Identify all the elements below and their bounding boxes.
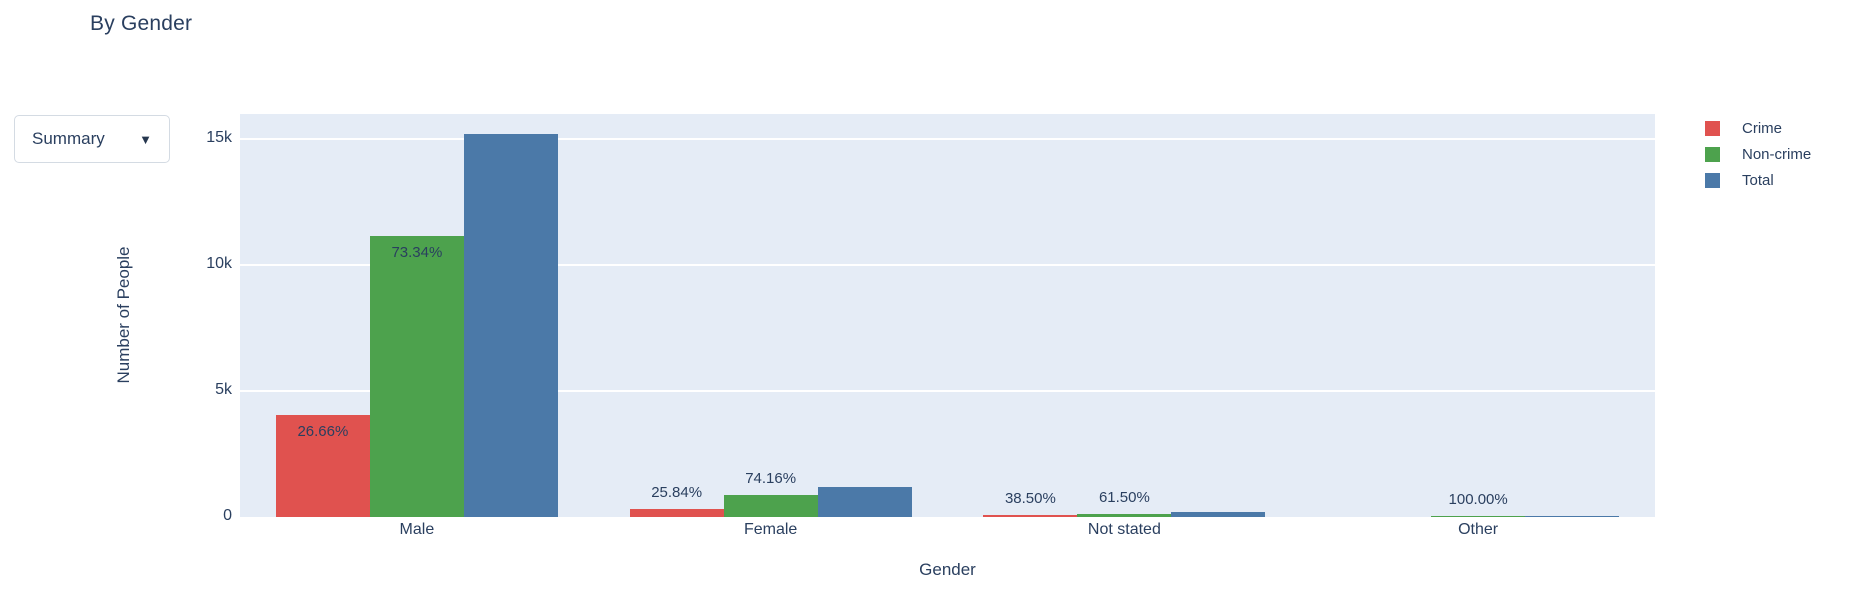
gridline-10k	[240, 264, 1655, 267]
bar-crime-male[interactable]	[275, 414, 370, 517]
x-tick-female: Female	[743, 521, 798, 538]
legend-label-crime: Crime	[1742, 120, 1782, 137]
bar-total-female[interactable]	[817, 486, 912, 517]
legend-item-total[interactable]: Total	[1705, 172, 1811, 189]
bar-non-crime-female[interactable]	[723, 494, 818, 517]
y-tick-10k: 10k	[206, 255, 232, 273]
chevron-down-icon: ▼	[139, 131, 152, 147]
bar-value-label-non-crime-not-stated: 61.50%	[1098, 488, 1150, 506]
legend-label-total: Total	[1742, 172, 1774, 189]
legend-swatch-total	[1705, 173, 1720, 188]
bar-total-other[interactable]	[1525, 516, 1620, 517]
y-tick-0: 0	[223, 507, 232, 524]
x-axis-title: Gender	[919, 560, 976, 579]
bar-value-label-crime-not-stated: 38.50%	[1004, 490, 1056, 508]
chart-title: By Gender	[90, 12, 193, 35]
legend-label-non-crime: Non-crime	[1742, 146, 1812, 163]
bar-crime-not-stated[interactable]	[983, 515, 1078, 517]
bar-crime-female[interactable]	[629, 509, 724, 517]
bar-value-label-crime-female: 25.84%	[651, 484, 703, 502]
bar-non-crime-male[interactable]	[369, 236, 464, 517]
x-tick-other: Other	[1458, 521, 1499, 538]
plot-area	[240, 114, 1655, 517]
bar-non-crime-not-stated[interactable]	[1077, 513, 1172, 517]
bar-total-male[interactable]	[463, 134, 558, 517]
bar-value-label-non-crime-male: 73.34%	[391, 244, 443, 262]
gridline-5k	[240, 390, 1655, 393]
legend-item-crime[interactable]: Crime	[1705, 120, 1811, 137]
legend-swatch-non-crime	[1705, 147, 1720, 162]
legend: Crime Non-crime Total	[1705, 120, 1811, 198]
bar-value-label-non-crime-other: 100.00%	[1448, 491, 1508, 508]
bar-value-label-crime-male: 26.66%	[297, 422, 349, 440]
bar-total-not-stated[interactable]	[1171, 511, 1266, 517]
gridline-15k	[240, 138, 1655, 141]
bar-non-crime-other[interactable]	[1431, 516, 1526, 517]
bar-value-label-non-crime-female: 74.16%	[745, 469, 797, 487]
legend-swatch-crime	[1705, 121, 1720, 136]
x-tick-not-stated: Not stated	[1087, 521, 1161, 538]
y-tick-15k: 15k	[206, 129, 232, 147]
summary-dropdown[interactable]: Summary ▼	[14, 115, 170, 163]
x-tick-male: Male	[399, 521, 435, 538]
legend-item-non-crime[interactable]: Non-crime	[1705, 146, 1811, 163]
y-tick-5k: 5k	[215, 381, 232, 399]
summary-dropdown-label: Summary	[32, 129, 105, 148]
